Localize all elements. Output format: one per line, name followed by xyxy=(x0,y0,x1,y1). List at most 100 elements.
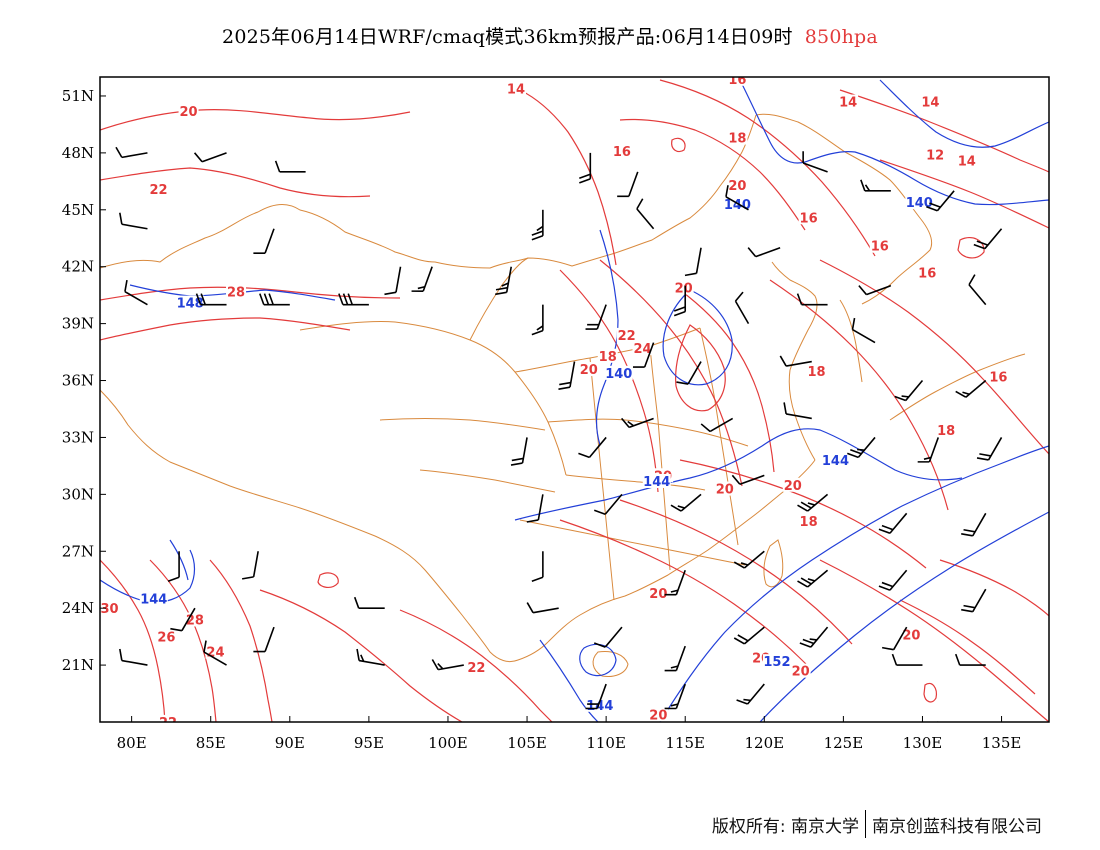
lat-tick-label: 27N xyxy=(62,542,94,560)
temperature-label-bg xyxy=(466,659,487,674)
wind-barb xyxy=(593,493,623,516)
isotherm-h xyxy=(839,89,1049,173)
wind-barb xyxy=(193,152,227,163)
isotherm-a xyxy=(100,109,411,131)
geopotential-label-bg xyxy=(905,195,934,210)
isotherm-i xyxy=(879,159,1049,229)
height-144-loop xyxy=(579,643,617,677)
lon-tick-label: 105E xyxy=(507,734,547,752)
wind-barb xyxy=(510,437,528,466)
height-144-west xyxy=(100,549,196,603)
wind-barb xyxy=(673,285,687,317)
wind-barb xyxy=(878,569,908,591)
closed-isotherm-3 xyxy=(671,137,686,153)
wind-barb xyxy=(338,293,369,306)
wind-barb xyxy=(636,198,655,230)
wind-barb xyxy=(684,247,702,277)
wind-barb xyxy=(954,653,986,666)
geopotential-label-bg xyxy=(176,295,205,310)
wind-barb xyxy=(124,279,148,306)
temperature-label: 20 xyxy=(784,479,802,494)
wind-barb xyxy=(664,645,686,672)
wind-barb xyxy=(878,512,908,534)
lat-tick-label: 51N xyxy=(62,87,94,105)
temperature-label-bg xyxy=(648,585,669,600)
wind-barb xyxy=(797,569,829,588)
temperature-label: 20 xyxy=(792,665,810,680)
province-lines-3 xyxy=(547,418,749,491)
isotherm-q xyxy=(149,559,217,722)
wind-barbs xyxy=(115,146,1003,722)
temperature-label-bg xyxy=(988,369,1009,384)
wind-barb xyxy=(955,379,987,398)
wind-barb xyxy=(733,626,765,645)
temperature-label: 28 xyxy=(186,613,204,628)
geopotential-contours xyxy=(100,79,1049,722)
wind-barb xyxy=(891,653,923,666)
footer-credits: 版权所有: 南京大学 南京创蓝科技有限公司 xyxy=(712,810,1042,838)
height-140-loop xyxy=(662,289,733,386)
temperature-label-bg xyxy=(178,104,199,119)
wind-barb xyxy=(917,437,940,463)
height-140-northeast xyxy=(879,79,1049,148)
province-lines-6 xyxy=(379,418,556,493)
height-144-south xyxy=(539,639,599,722)
wind-barb xyxy=(797,493,829,512)
temperature-label-bg xyxy=(869,238,890,253)
temperature-label-bg xyxy=(838,94,859,109)
temperature-label: 16 xyxy=(613,145,631,160)
map-title: 2025年06月14日WRF/cmaq模式36km预报产品:06月14日09时 8… xyxy=(0,22,1100,49)
temperature-label-bg xyxy=(798,210,819,225)
lon-tick-label: 120E xyxy=(745,734,785,752)
temperature-label: 20 xyxy=(580,363,598,378)
footer-separator xyxy=(865,810,866,838)
temperature-label-bg xyxy=(632,341,653,356)
temperature-label-bg xyxy=(100,601,120,616)
lat-tick-label: 45N xyxy=(62,201,94,219)
lon-tick-label: 115E xyxy=(665,734,705,752)
isotherm-l xyxy=(679,289,775,473)
geopotential-label-bg xyxy=(762,654,791,669)
wind-barb xyxy=(195,293,227,306)
geopotential-label: 140 xyxy=(605,367,632,382)
temperature-label: 28 xyxy=(227,285,245,300)
wind-barb xyxy=(119,212,148,230)
wind-barb xyxy=(593,626,623,648)
temperature-label-bg xyxy=(611,143,632,158)
temperature-label: 22 xyxy=(149,183,167,198)
wind-barb xyxy=(531,304,544,336)
temperature-label-bg xyxy=(920,94,941,109)
wind-barb xyxy=(664,683,686,710)
wind-barb xyxy=(203,640,227,666)
temperature-label: 16 xyxy=(918,266,936,281)
wind-barb xyxy=(531,209,544,241)
temperature-label: 20 xyxy=(649,587,667,602)
temperature-label: 14 xyxy=(921,96,939,111)
isotherm-m xyxy=(675,324,726,412)
province-lines-1 xyxy=(299,321,567,476)
lon-tick-label: 95E xyxy=(354,734,384,752)
wind-barb xyxy=(664,569,686,596)
wind-barb xyxy=(259,293,290,306)
temperature-label-bg xyxy=(714,481,735,496)
temperature-label: 14 xyxy=(507,82,525,97)
isotherm-f xyxy=(619,118,806,231)
temperature-label: 16 xyxy=(871,240,889,255)
wind-barb xyxy=(779,355,812,367)
height-west-squiggle xyxy=(169,539,189,581)
wind-barb xyxy=(894,380,924,402)
temperature-label: 22 xyxy=(159,716,177,731)
wind-barb xyxy=(926,190,955,212)
temperature-label: 16 xyxy=(728,73,746,88)
wind-barb xyxy=(274,160,306,173)
temperature-label-bg xyxy=(798,513,819,528)
temperature-label-bg xyxy=(673,280,694,295)
height-152-southeast xyxy=(659,445,1049,722)
wind-barb xyxy=(411,266,433,292)
wind-barb xyxy=(961,588,987,613)
geopotential-label: 152 xyxy=(763,655,790,670)
temperature-label-bg xyxy=(727,77,748,86)
footer-copyright: 版权所有: 南京大学 xyxy=(711,816,859,837)
height-152-east xyxy=(759,511,1049,722)
wind-barb xyxy=(783,402,812,420)
